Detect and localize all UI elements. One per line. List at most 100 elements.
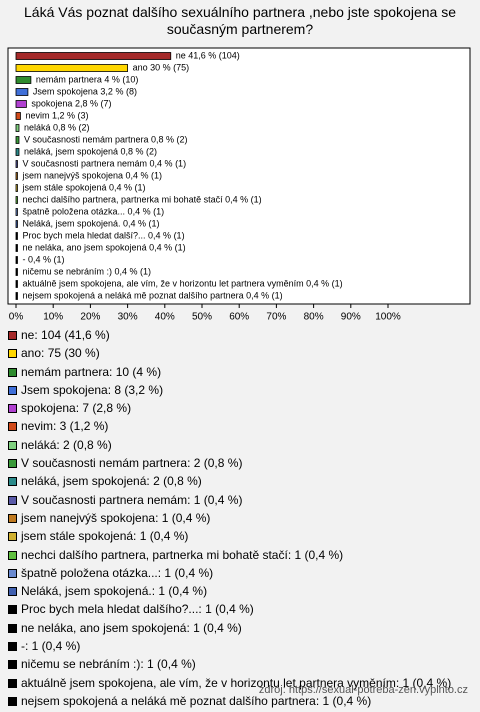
legend-item: ničemu se nebráním :): 1 (0,4 %) (8, 657, 470, 671)
legend-label: -: 1 (0,4 %) (21, 639, 81, 654)
legend-swatch (8, 331, 17, 340)
legend-item: aktuálně jsem spokojena, ale vím, že v h… (8, 676, 470, 690)
legend-item: V současnosti partnera nemám: 1 (0,4 %) (8, 493, 470, 507)
value-label: nejsem spokojená a neláká mě poznat dalš… (22, 290, 282, 300)
value-label: ničemu se nebráním :) 0,4 % (1) (22, 266, 151, 276)
bar (15, 148, 20, 156)
legend-item: spokojena: 7 (2,8 %) (8, 401, 470, 415)
legend-item: -: 1 (0,4 %) (8, 639, 470, 653)
bar (15, 256, 18, 264)
bar (15, 184, 18, 192)
legend-label: neláká, jsem spokojená: 2 (0,8 %) (21, 474, 202, 489)
value-label: ano 30 % (75) (133, 62, 190, 72)
value-label: špatně položena otázka... 0,4 % (1) (22, 206, 164, 216)
bar (15, 88, 29, 96)
bar (15, 52, 172, 60)
value-label: neláká 0,8 % (2) (24, 122, 90, 132)
bar (15, 76, 32, 84)
value-label: neláká, jsem spokojená 0,8 % (2) (24, 146, 157, 156)
legend-item: ne neláka, ano jsem spokojená: 1 (0,4 %) (8, 621, 470, 635)
value-label: spokojena 2,8 % (7) (31, 98, 111, 108)
legend-item: jsem nanejvýš spokojena: 1 (0,4 %) (8, 511, 470, 525)
legend-swatch (8, 642, 17, 652)
legend-item: nemám partnera: 10 (4 %) (8, 365, 470, 379)
legend-item: V současnosti nemám partnera: 2 (0,8 %) (8, 456, 470, 470)
bar (15, 112, 21, 120)
value-label: V současnosti nemám partnera 0,8 % (2) (24, 134, 188, 144)
legend-swatch (8, 404, 17, 414)
bar (15, 232, 18, 240)
bar (15, 64, 128, 72)
x-tick-label: 10% (43, 312, 63, 323)
legend-swatch (8, 587, 17, 597)
legend-label: špatně položena otázka...: 1 (0,4 %) (21, 565, 214, 580)
bar (15, 268, 18, 276)
x-tick-label: 30% (118, 312, 138, 323)
chart-title: Láká Vás poznat dalšího sexuálního partn… (24, 4, 456, 37)
legend-label: nemám partnera: 10 (4 %) (21, 364, 162, 379)
value-label: nevim 1,2 % (3) (25, 110, 88, 120)
legend-swatch (8, 568, 17, 578)
legend-label: Jsem spokojena: 8 (3,2 %) (21, 382, 164, 397)
legend-item: špatně položena otázka...: 1 (0,4 %) (8, 566, 470, 580)
legend-swatch (8, 422, 17, 432)
legend-label: Neláká, jsem spokojená.: 1 (0,4 %) (21, 584, 208, 599)
x-tick-label: 90% (341, 312, 361, 323)
value-label: jsem nanejvýš spokojena 0,4 % (1) (21, 170, 162, 180)
value-label: jsem stále spokojená 0,4 % (1) (21, 182, 145, 192)
legend-label: ne: 104 (41,6 %) (21, 328, 110, 342)
legend-label: ano: 75 (30 %) (21, 346, 100, 361)
x-tick-label: 60% (229, 312, 249, 323)
x-tick-label: 40% (155, 312, 175, 323)
legend-label: spokojena: 7 (2,8 %) (21, 401, 132, 416)
legend-swatch (8, 513, 17, 523)
x-tick-label: 50% (192, 312, 212, 323)
source: zdroj: https://sexual-potreba-zen.vyplnt… (258, 684, 468, 696)
bar (15, 172, 18, 180)
x-tick-label: 70% (266, 312, 286, 323)
legend-swatch (8, 696, 17, 706)
legend-swatch (8, 532, 17, 542)
legend-swatch (8, 349, 17, 359)
value-label: ne 41,6 % (104) (176, 50, 240, 60)
legend-label: nechci dalšího partnera, partnerka mi bo… (21, 547, 344, 562)
legend-item: ne: 104 (41,6 %) (8, 328, 470, 342)
legend-swatch (8, 605, 17, 615)
value-label: - 0,4 % (1) (22, 254, 64, 264)
value-label: Proc bych mela hledat další?... 0,4 % (1… (22, 230, 184, 240)
x-tick-label: 100% (375, 312, 401, 323)
bar (15, 220, 18, 228)
legend-item: ano: 75 (30 %) (8, 346, 470, 360)
legend-label: nejsem spokojená a neláká mě poznat dalš… (21, 693, 372, 708)
legend-swatch (8, 660, 17, 670)
bar (15, 100, 27, 108)
x-tick-label: 0% (9, 312, 24, 323)
legend-swatch (8, 477, 17, 487)
bar (15, 292, 18, 300)
legend-item: nejsem spokojená a neláká mě poznat dalš… (8, 694, 470, 708)
legend-swatch (8, 440, 17, 450)
value-label: nechci dalšího partnera, partnerka mi bo… (22, 194, 261, 204)
legend-label: ničemu se nebráním :): 1 (0,4 %) (21, 657, 196, 672)
legend-item: Neláká, jsem spokojená.: 1 (0,4 %) (8, 584, 470, 598)
plot-frame (7, 47, 471, 305)
legend-label: V současnosti partnera nemám: 1 (0,4 %) (21, 492, 243, 507)
legend-label: V současnosti nemám partnera: 2 (0,8 %) (21, 456, 243, 471)
bar (15, 124, 20, 132)
legend-item: jsem stále spokojená: 1 (0,4 %) (8, 529, 470, 543)
legend-swatch (8, 459, 17, 469)
bar (15, 196, 18, 204)
x-tick-label: 80% (304, 312, 324, 323)
legend-item: nechci dalšího partnera, partnerka mi bo… (8, 548, 470, 562)
legend-item: Jsem spokojena: 8 (3,2 %) (8, 383, 470, 397)
legend-swatch (8, 385, 17, 395)
bar (15, 136, 20, 144)
value-label: Jsem spokojena 3,2 % (8) (33, 86, 137, 96)
legend-item: nevim: 3 (1,2 %) (8, 419, 470, 433)
value-label: ne neláka, ano jsem spokojená 0,4 % (1) (22, 242, 185, 252)
value-label: nemám partnera 4 % (10) (36, 74, 139, 84)
legend-label: jsem nanejvýš spokojena: 1 (0,4 %) (21, 510, 211, 525)
bar (15, 244, 18, 252)
legend-label: ne neláka, ano jsem spokojená: 1 (0,4 %) (21, 620, 242, 635)
